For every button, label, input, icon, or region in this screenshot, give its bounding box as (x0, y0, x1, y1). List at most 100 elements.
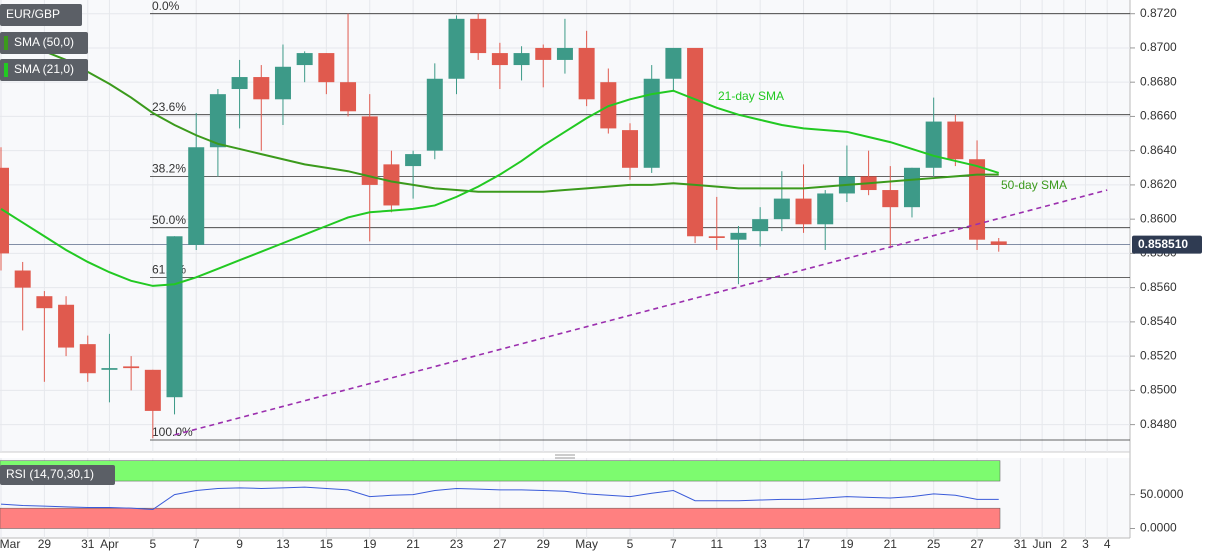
x-tick-label: 11 (711, 537, 724, 551)
sma-line (0, 89, 1000, 287)
x-tick-label: 25 (927, 537, 941, 551)
y-tick-label: 0.8620 (1140, 177, 1177, 191)
x-tick-label: 31 (81, 537, 95, 551)
sma-line (0, 33, 999, 193)
x-tick-label: 19 (363, 537, 377, 551)
candle-body (166, 236, 183, 398)
candle-body (947, 121, 964, 160)
candle-body (708, 236, 725, 238)
y-tick-label: 0.8500 (1140, 383, 1177, 397)
candle-body (426, 78, 443, 151)
fib-label: 23.6% (152, 100, 186, 114)
x-tick-label: 3 (1082, 537, 1089, 551)
candle-body (817, 193, 834, 225)
candle-body (58, 304, 75, 348)
x-tick-label: 5 (627, 537, 634, 551)
candle-body (622, 130, 639, 168)
candle-body (470, 18, 487, 54)
rsi-zone (0, 460, 1001, 482)
candle-body (361, 116, 378, 185)
x-tick-label: 31 (1014, 537, 1028, 551)
rsi-zone (0, 507, 1001, 529)
candle-body (383, 164, 400, 206)
y-tick-label: 0.8520 (1140, 348, 1177, 362)
y-tick-label: 0.8480 (1140, 417, 1177, 431)
x-tick-label: 21 (406, 537, 420, 551)
candle-body (144, 369, 161, 411)
legend-box (0, 465, 115, 485)
x-tick-label: May (575, 537, 598, 551)
x-tick-label: 7 (193, 537, 200, 551)
rsi-line (0, 486, 999, 511)
candle-body (513, 53, 530, 66)
candle-body (79, 344, 96, 374)
candle-body (491, 53, 508, 66)
candle-body (340, 82, 357, 112)
candle-body (36, 296, 53, 309)
candle-body (101, 368, 118, 370)
legend-box (0, 59, 88, 81)
x-tick-label: 23 (450, 537, 464, 551)
x-tick-label: 17 (797, 537, 811, 551)
x-tick-label: 5 (149, 537, 156, 551)
legend-box (0, 32, 88, 54)
fib-label: 100.0% (152, 425, 193, 439)
x-tick-label: 13 (753, 537, 767, 551)
candle-body (556, 47, 573, 60)
candle-body (882, 190, 899, 208)
candle-body (448, 18, 465, 79)
candle-body (318, 53, 335, 83)
trendline (174, 189, 1108, 436)
x-tick-label: 19 (840, 537, 854, 551)
legend-swatch (4, 36, 8, 50)
x-tick-label: 15 (320, 537, 334, 551)
candle-body (990, 241, 1007, 245)
candle-body (253, 77, 270, 100)
sma-annotation: 21-day SMA (718, 89, 784, 103)
candle-body (296, 53, 313, 66)
candle-body (123, 366, 140, 369)
candle-body (773, 198, 790, 220)
x-tick-label: 29 (537, 537, 551, 551)
x-tick-label: 21 (884, 537, 898, 551)
legend-box (0, 4, 82, 26)
price-tag-label: 0.858510 (1138, 237, 1188, 251)
x-tick-label: 29 (38, 537, 52, 551)
y-tick-label: 0.8720 (1140, 6, 1177, 20)
price-tag (1132, 235, 1202, 254)
candle-body (643, 78, 660, 168)
legend-label: SMA (50,0) (14, 35, 74, 49)
candle-body (687, 47, 704, 237)
fib-label: 0.0% (152, 0, 180, 13)
fib-label: 50.0% (152, 213, 186, 227)
candle-body (405, 154, 422, 167)
y-tick-label: 0.8660 (1140, 109, 1177, 123)
y-tick-label: 0.8640 (1140, 143, 1177, 157)
candle-body (665, 47, 682, 79)
y-tick-label: 0.8700 (1140, 40, 1177, 54)
sma-annotation: 50-day SMA (1001, 178, 1067, 192)
fib-label: 38.2% (152, 162, 186, 176)
x-tick-label: 27 (493, 537, 507, 551)
candle-body (535, 47, 552, 60)
candle-body (209, 94, 226, 148)
rsi-title: RSI (14,70,30,1) (6, 467, 94, 481)
x-tick-label: Mar (0, 537, 20, 551)
x-tick-label: 2 (1060, 537, 1067, 551)
y-tick-label: 0.8600 (1140, 211, 1177, 225)
candle-body (231, 77, 248, 90)
candle-body (925, 121, 942, 168)
y-tick-label: 50.0000 (1140, 487, 1184, 501)
legend-title: EUR/GBP (6, 7, 60, 21)
y-tick-label: 0.0000 (1140, 521, 1177, 535)
y-tick-label: 0.8560 (1140, 280, 1177, 294)
y-tick-label: 0.8680 (1140, 74, 1177, 88)
candle-body (730, 232, 747, 240)
x-tick-label: Apr (100, 537, 119, 551)
candle-body (969, 159, 986, 240)
x-tick-label: 7 (670, 537, 677, 551)
candle-body (14, 270, 31, 288)
candle-body (903, 167, 920, 208)
